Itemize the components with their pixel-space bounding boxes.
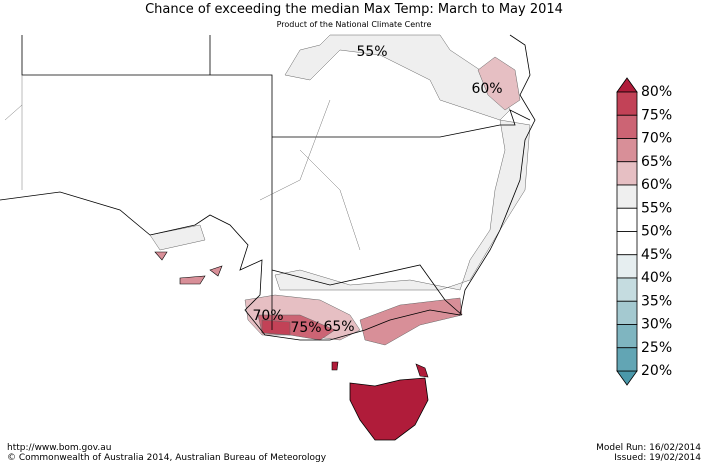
legend-label: 20%: [641, 363, 672, 379]
legend-band: [616, 138, 638, 163]
region-vic-75: [261, 319, 291, 336]
footer-copyright: © Commonwealth of Australia 2014, Austra…: [7, 453, 327, 463]
legend-label: 40%: [641, 270, 672, 286]
bass-islands: [331, 361, 429, 378]
legend-band: [616, 184, 638, 209]
legend-top: [616, 77, 638, 93]
legend-band: [616, 161, 638, 186]
footer-url: http://www.bom.gov.au: [7, 443, 111, 453]
legend-label: 65%: [641, 154, 672, 170]
legend-band: [616, 324, 638, 349]
map-label: 75%: [290, 320, 321, 336]
map: [0, 34, 536, 441]
land: [0, 36, 532, 300]
coastline: [0, 34, 536, 341]
legend-label: 25%: [641, 340, 672, 356]
region-gipps: [359, 297, 463, 346]
model-run: Model Run: 16/02/2014: [596, 443, 701, 453]
legend-band: [616, 300, 638, 325]
legend-band: [616, 114, 638, 139]
map-label: 65%: [323, 319, 354, 335]
issued: Issued: 19/02/2014: [614, 453, 701, 463]
region-60: [477, 56, 521, 111]
title: Chance of exceeding the median Max Temp:…: [145, 2, 563, 17]
legend-band: [616, 207, 638, 232]
legend-label: 75%: [641, 107, 672, 123]
legend-label: 55%: [641, 200, 672, 216]
region-sa: [149, 224, 206, 251]
tasmania: [349, 377, 429, 441]
map-label: 60%: [471, 81, 502, 97]
legend-label: 60%: [641, 177, 672, 193]
legend: 80% 75% 70% 65% 60% 55% 50% 45% 40% 35% 30% 25% 20%: [616, 77, 672, 386]
legend-label: 30%: [641, 317, 672, 333]
legend-band: [616, 91, 638, 116]
legend-band: [616, 277, 638, 302]
map-label: 55%: [356, 44, 387, 60]
state-borders: [21, 35, 531, 330]
legend-bottom: [616, 370, 638, 386]
legend-band: [616, 254, 638, 279]
legend-label: 35%: [641, 293, 672, 309]
legend-label: 70%: [641, 131, 672, 147]
legend-band: [616, 347, 638, 372]
legend-label: 45%: [641, 247, 672, 263]
region-islands: [154, 251, 223, 285]
legend-band: [616, 231, 638, 256]
subtitle: Product of the National Climate Centre: [277, 20, 432, 29]
rivers: [4, 75, 361, 251]
legend-label: 80%: [641, 84, 672, 100]
map-label: 70%: [252, 308, 283, 324]
legend-label: 50%: [641, 224, 672, 240]
